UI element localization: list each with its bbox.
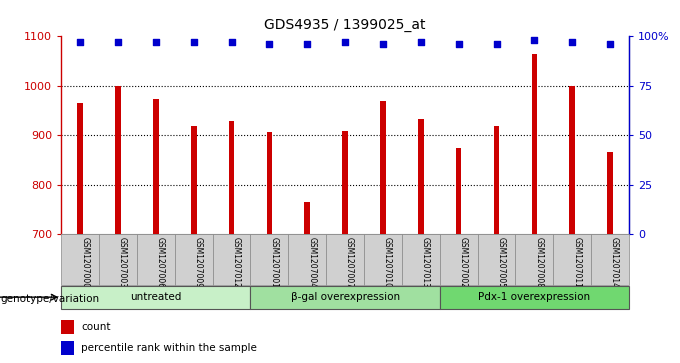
Text: GSM1207006: GSM1207006	[156, 237, 165, 288]
Bar	[554, 234, 591, 285]
Bar	[418, 119, 424, 234]
Point	[415, 39, 426, 45]
Bar	[61, 234, 99, 285]
Point	[112, 39, 124, 45]
Text: GSM1207010: GSM1207010	[383, 237, 392, 287]
Bar	[250, 286, 440, 309]
Bar	[153, 99, 158, 234]
Bar	[607, 151, 613, 234]
Bar	[61, 320, 73, 334]
Text: GSM1207001: GSM1207001	[269, 237, 278, 287]
Text: GSM1207007: GSM1207007	[345, 237, 354, 288]
Bar	[456, 148, 462, 234]
Text: GSM1207009: GSM1207009	[194, 237, 203, 288]
Bar	[99, 234, 137, 285]
Bar	[61, 341, 73, 355]
Point	[188, 39, 199, 45]
Bar	[61, 286, 250, 309]
Point	[302, 41, 313, 47]
Point	[491, 41, 502, 47]
Bar	[191, 126, 197, 234]
Point	[377, 41, 388, 47]
Point	[264, 41, 275, 47]
Bar	[175, 234, 213, 285]
Text: GSM1207012: GSM1207012	[231, 237, 241, 287]
Bar	[402, 234, 440, 285]
Bar	[115, 86, 121, 234]
Bar	[137, 234, 175, 285]
Bar	[288, 234, 326, 285]
Text: GSM1207004: GSM1207004	[307, 237, 316, 288]
Point	[605, 41, 615, 47]
Point	[339, 39, 351, 45]
Text: GSM1207000: GSM1207000	[80, 237, 89, 288]
Point	[150, 39, 161, 45]
Bar	[364, 234, 402, 285]
Bar	[494, 126, 499, 234]
Text: GSM1207014: GSM1207014	[610, 237, 619, 287]
Point	[226, 39, 237, 45]
Bar	[591, 234, 629, 285]
Text: Pdx-1 overexpression: Pdx-1 overexpression	[478, 292, 590, 302]
Title: GDS4935 / 1399025_at: GDS4935 / 1399025_at	[265, 19, 426, 33]
Point	[567, 39, 578, 45]
Point	[75, 39, 86, 45]
Text: count: count	[81, 322, 111, 332]
Text: percentile rank within the sample: percentile rank within the sample	[81, 343, 257, 353]
Bar	[380, 101, 386, 234]
Bar	[305, 203, 310, 234]
Text: GSM1207013: GSM1207013	[421, 237, 430, 287]
Bar	[532, 54, 537, 234]
Text: β-gal overexpression: β-gal overexpression	[290, 292, 400, 302]
Bar	[250, 234, 288, 285]
Bar	[78, 103, 83, 234]
Bar	[213, 234, 250, 285]
Bar	[477, 234, 515, 285]
Text: GSM1207011: GSM1207011	[573, 237, 581, 287]
Text: untreated: untreated	[130, 292, 182, 302]
Text: GSM1207002: GSM1207002	[458, 237, 468, 287]
Bar	[440, 234, 477, 285]
Text: GSM1207003: GSM1207003	[118, 237, 127, 288]
Bar	[515, 234, 554, 285]
Bar	[440, 286, 629, 309]
Text: GSM1207005: GSM1207005	[496, 237, 505, 288]
Bar	[228, 121, 235, 234]
Bar	[569, 86, 575, 234]
Point	[453, 41, 464, 47]
Point	[529, 37, 540, 43]
Bar	[326, 234, 364, 285]
Bar	[267, 132, 272, 234]
Text: GSM1207008: GSM1207008	[534, 237, 543, 287]
Text: genotype/variation: genotype/variation	[1, 294, 100, 305]
Bar	[342, 131, 348, 234]
